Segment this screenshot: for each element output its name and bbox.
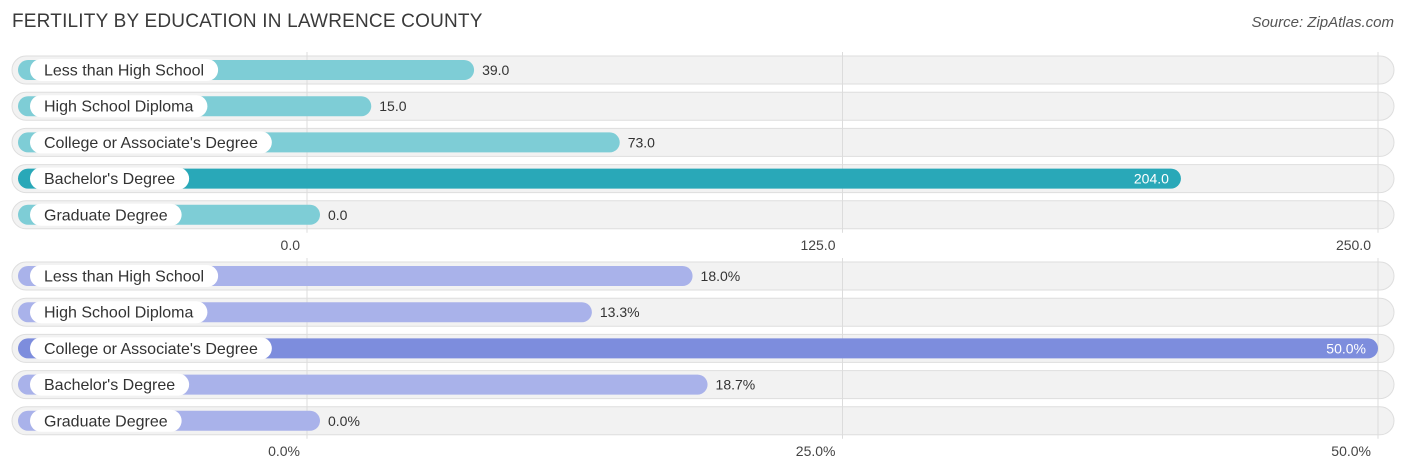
- category-label: Graduate Degree: [44, 207, 168, 224]
- category-pill: [30, 95, 208, 118]
- value-label: 18.7%: [716, 377, 756, 393]
- row-track: [11, 200, 1395, 230]
- category-pill: [30, 373, 190, 396]
- value-label: 73.0: [628, 134, 655, 150]
- category-label: Bachelor's Degree: [44, 377, 175, 394]
- value-label: 0.0: [328, 207, 348, 223]
- tick-label: 0.0%: [268, 443, 300, 459]
- category-label: College or Associate's Degree: [44, 341, 258, 358]
- category-label: Less than High School: [44, 269, 204, 286]
- bar: [18, 168, 1181, 189]
- category-pill: [30, 265, 219, 287]
- category-pill: [30, 337, 272, 360]
- category-label: Graduate Degree: [44, 413, 168, 430]
- value-label: 39.0: [482, 62, 509, 78]
- tick-label: 50.0%: [1331, 443, 1371, 459]
- category-pill: [30, 131, 272, 154]
- category-label: High School Diploma: [44, 305, 194, 322]
- value-label: 204.0: [1134, 171, 1169, 187]
- value-label: 0.0%: [328, 413, 360, 429]
- category-label: Bachelor's Degree: [44, 171, 175, 188]
- source-note: Source: ZipAtlas.com: [1251, 14, 1394, 31]
- value-label: 18.0%: [701, 268, 741, 284]
- category-pill: [30, 167, 190, 190]
- bar: [18, 374, 708, 395]
- tick-label: 25.0%: [796, 443, 836, 459]
- tick-label: 125.0: [800, 237, 835, 253]
- chart-title: FERTILITY BY EDUCATION IN LAWRENCE COUNT…: [12, 11, 483, 32]
- category-pill: [30, 203, 182, 226]
- category-pill: [30, 409, 182, 432]
- bar: [18, 338, 1378, 359]
- category-label: College or Associate's Degree: [44, 135, 258, 152]
- category-pill: [30, 301, 208, 324]
- value-label: 13.3%: [600, 304, 640, 320]
- value-label: 15.0: [379, 98, 406, 114]
- value-label: 50.0%: [1326, 340, 1366, 356]
- row-track: [11, 406, 1395, 436]
- tick-label: 250.0: [1336, 237, 1371, 253]
- chart-panel-2: Less than High School 18.0% High School Di…: [11, 258, 1395, 459]
- tick-label: 0.0: [281, 237, 301, 253]
- chart-panel-1: Less than High School 39.0 High School Dip…: [11, 52, 1395, 253]
- category-label: Less than High School: [44, 63, 204, 80]
- category-label: High School Diploma: [44, 99, 194, 116]
- category-pill: [30, 59, 219, 81]
